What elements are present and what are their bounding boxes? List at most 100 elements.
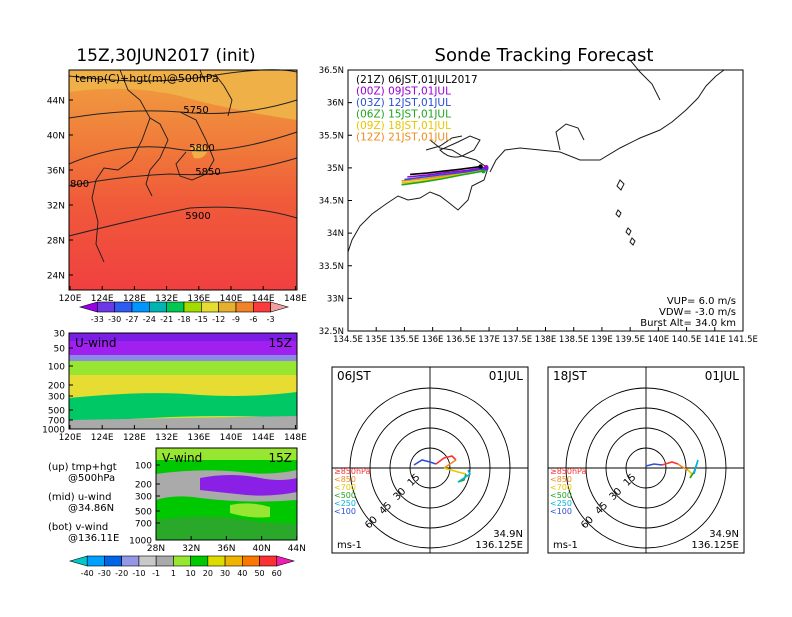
tick-label: 137.5E <box>502 335 532 345</box>
tick-label: 136E <box>187 433 210 443</box>
colorbar-label: -30 <box>98 569 111 578</box>
vwind-band <box>156 516 297 540</box>
hodo-lon: 136.125E <box>475 540 523 551</box>
lat-axis: 28N 32N 36N 40N 44N <box>147 536 306 554</box>
legend-entry: (06Z) 15JST,01JUL <box>356 109 451 121</box>
tick-label: 140E <box>220 294 243 304</box>
colorbar-label: -6 <box>249 315 257 324</box>
panel-frame <box>68 332 298 430</box>
tick-label: 500 <box>48 407 65 417</box>
note-text: @136.11E <box>68 533 119 544</box>
tick-label: 137E <box>478 335 500 345</box>
contour-label: 5750 <box>183 105 208 116</box>
colorbar-swatch <box>270 301 290 313</box>
hodo-legend-entry: <250 <box>550 499 572 508</box>
tick-label: 28N <box>147 544 165 554</box>
hodo-legend-entry: <500 <box>334 491 356 500</box>
tick-label: 138.5E <box>559 335 589 345</box>
tick-label: 139.5E <box>615 335 645 345</box>
legend-entry: (00Z) 09JST,01JUL <box>356 86 451 98</box>
hodo-legend-entry: ≥850hPa <box>550 467 587 476</box>
hodo-legend-entry: <100 <box>334 507 356 516</box>
colorbar-swatch <box>276 555 296 567</box>
tick-label: 200 <box>48 382 65 392</box>
hodo-unit: ms-1 <box>553 540 578 551</box>
hodo-legend-entry: <850 <box>334 475 356 484</box>
colorbar-label: -15 <box>195 315 208 324</box>
uwind-band <box>69 355 297 361</box>
colorbar-swatch <box>166 301 185 313</box>
tick-label: 34.5N <box>319 197 344 207</box>
contour-label: 5850 <box>195 167 220 178</box>
colorbar-swatch <box>97 301 115 313</box>
vwind-band <box>156 448 297 460</box>
track-map: (21Z) 06JST,01JUL2017(00Z) 09JST,01JUL(0… <box>319 59 758 345</box>
colorbar-swatch <box>218 301 237 313</box>
hodo-legend-entry: <250 <box>334 499 356 508</box>
hodo-trace <box>443 467 467 475</box>
tick-label: 136E <box>187 294 210 304</box>
track-line <box>410 165 481 176</box>
stat-text: VDW= -3.0 m/s <box>659 307 736 318</box>
note-text: @34.86N <box>68 503 114 514</box>
hodo-trace <box>413 459 437 466</box>
contour-label: 5900 <box>185 211 210 222</box>
tick-label: 134.5E <box>333 335 363 345</box>
colorbar-label: 20 <box>203 569 213 578</box>
tick-label: 33N <box>327 294 344 304</box>
colorbar-label: 50 <box>254 569 264 578</box>
colorbar-swatch <box>155 555 174 567</box>
colorbar-label: 40 <box>237 569 247 578</box>
panel-notes: (up) tmp+hgt@500hPa (mid) u-wind@34.86N (b… <box>48 462 119 544</box>
tick-label: 35N <box>327 164 344 174</box>
legend-entry: (12Z) 21JST,01JUL <box>356 132 451 144</box>
track-end-point <box>481 168 486 174</box>
hodo-lon: 136.125E <box>691 540 739 551</box>
lat-axis: 36.5N 36N 35.5N 35N 34.5N 34N 33.5N 33N 32.5N <box>319 66 352 337</box>
tick-label: 1000 <box>129 537 152 547</box>
tick-label: 30 <box>54 330 66 340</box>
tick-label: 140E <box>220 433 243 443</box>
tick-label: 132E <box>155 433 178 443</box>
island <box>625 227 632 236</box>
tick-label: 40N <box>47 132 65 142</box>
colorbar-label: -33 <box>91 315 104 324</box>
island <box>615 209 622 218</box>
colorbar-swatch <box>121 555 140 567</box>
tick-label: 44N <box>47 97 65 107</box>
hodo-trace <box>443 459 457 469</box>
colorbar-label: 60 <box>272 569 282 578</box>
cold-region <box>69 70 297 120</box>
coastline <box>555 123 585 151</box>
tick-label: 141E <box>704 335 726 345</box>
hodo-trace <box>677 463 689 471</box>
coastline <box>214 73 233 117</box>
colorbar-label: -1 <box>152 569 160 578</box>
tick-label: 1000 <box>42 426 65 436</box>
tick-label: 128E <box>123 294 146 304</box>
contour-labels: 5750 5800 5850 5900 800 <box>70 105 221 222</box>
colorbar-label: -18 <box>177 315 190 324</box>
tick-label: 144E <box>252 294 275 304</box>
colorbar-swatch <box>104 555 122 567</box>
stat-text: Burst Alt= 34.0 km <box>640 318 736 329</box>
colorbar-swatch <box>86 555 105 567</box>
tick-label: 120E <box>59 294 82 304</box>
tick-label: 35.5N <box>319 131 344 141</box>
hodo-trace <box>435 455 457 465</box>
tick-label: 148E <box>284 294 307 304</box>
lat-axis: 44N 40N 36N 32N 28N 24N <box>47 97 73 282</box>
lon-axis: 134.5E 135E 135.5E 136E 136.5E 137E 137.5E 138E… <box>333 327 758 345</box>
hodo-unit: ms-1 <box>337 540 362 551</box>
contour-line <box>68 131 298 165</box>
uwind-band <box>69 341 297 355</box>
colorbar-label: -3 <box>267 315 275 324</box>
colorbar-label: -24 <box>143 315 156 324</box>
tick-label: 140E <box>648 335 670 345</box>
colorbar-label: 30 <box>220 569 230 578</box>
note-text: (bot) v-wind <box>48 522 108 533</box>
uwind-band <box>69 361 297 375</box>
